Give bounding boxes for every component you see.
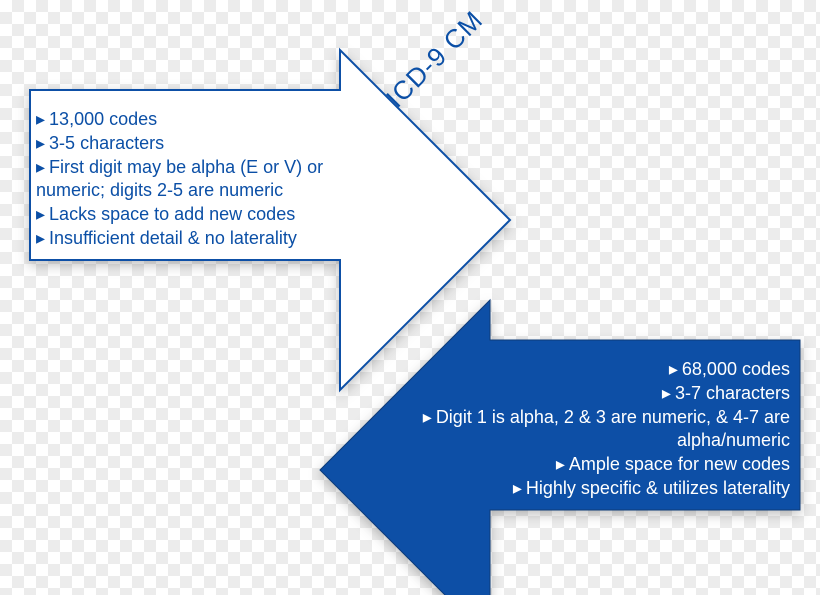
icd9-bullet-item: 3-5 characters: [36, 132, 366, 156]
icd10-bullets: 68,000 codes 3-7 characters Digit 1 is a…: [400, 358, 790, 501]
icd10-bullet-item: Ample space for new codes: [400, 453, 790, 477]
icd9-bullet-item: Insufficient detail & no laterality: [36, 227, 366, 251]
icd10-bullet-item: Highly specific & utilizes laterality: [400, 477, 790, 501]
icd10-bullet-item: 68,000 codes: [400, 358, 790, 382]
icd9-bullet-item: 13,000 codes: [36, 108, 366, 132]
icd10-bullet-item: 3-7 characters: [400, 382, 790, 406]
icd9-bullets: 13,000 codes 3-5 characters First digit …: [36, 108, 366, 251]
icd9-bullet-item: Lacks space to add new codes: [36, 203, 366, 227]
icd10-bullet-item: Digit 1 is alpha, 2 & 3 are numeric, & 4…: [400, 406, 790, 454]
icd9-bullet-item: First digit may be alpha (E or V) or num…: [36, 156, 366, 204]
